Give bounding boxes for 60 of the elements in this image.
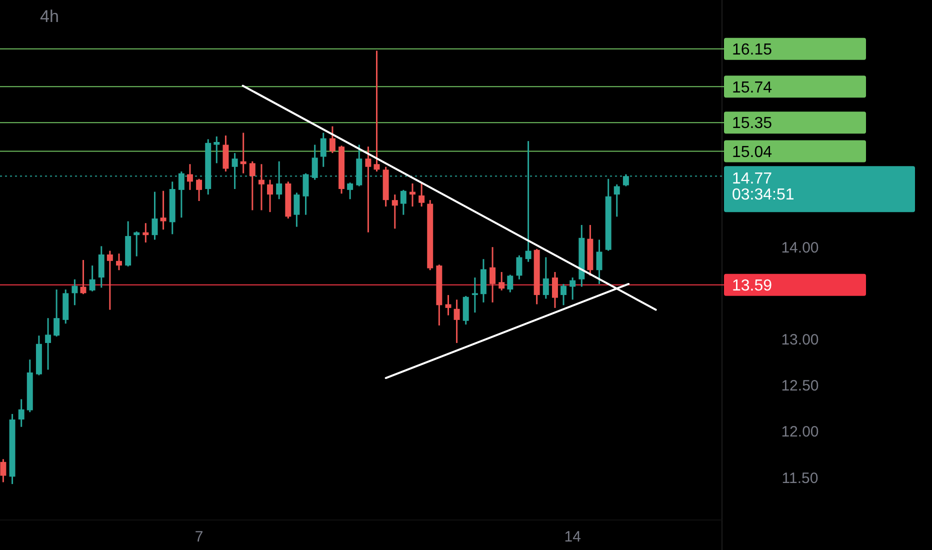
candlestick <box>54 288 60 338</box>
candlestick <box>240 132 246 174</box>
ref-line-label: 15.35 <box>732 115 772 132</box>
candlestick <box>560 283 566 306</box>
x-tick-label: 7 <box>194 528 204 546</box>
candlestick <box>410 182 416 208</box>
candlestick <box>392 194 398 230</box>
candlestick <box>222 134 229 172</box>
y-tick-label: 14.00 <box>781 239 819 256</box>
chart-title: 4h <box>40 6 59 26</box>
candlestick <box>329 126 336 154</box>
y-tick-label: 11.50 <box>782 470 818 487</box>
candlestick <box>516 254 522 280</box>
candlestick <box>507 274 514 294</box>
candlestick <box>249 160 256 211</box>
candlestick <box>0 458 6 483</box>
candlestick <box>454 298 460 344</box>
candlestick <box>258 163 264 211</box>
candlestick <box>365 146 372 234</box>
candlestick <box>196 178 202 202</box>
ref-line-label: 15.04 <box>732 144 772 161</box>
ref-line-label: 15.74 <box>732 79 772 96</box>
candlestick <box>45 317 52 370</box>
candlestick <box>294 192 300 228</box>
candlestick <box>214 136 220 164</box>
candlestick <box>542 256 549 300</box>
candlestick <box>72 278 78 306</box>
candlestick <box>418 182 425 208</box>
candlestick <box>462 295 469 326</box>
candlestick <box>472 276 478 314</box>
y-tick-label: 12.00 <box>781 424 819 441</box>
text: 03:34:51 <box>732 186 794 204</box>
ref-line-label: 13.59 <box>732 277 772 294</box>
candlestick <box>89 264 96 292</box>
candlestick <box>498 271 505 292</box>
candlestick <box>106 250 113 311</box>
candlestick <box>400 189 406 216</box>
ref-line-label: 14.77 <box>732 170 772 188</box>
candlestick <box>142 222 149 244</box>
candlestick <box>160 190 166 230</box>
candlestick <box>80 259 86 295</box>
candlestick <box>570 276 576 300</box>
y-tick-label: 12.50 <box>781 378 819 395</box>
candlestick <box>152 191 158 240</box>
candlestick <box>614 184 620 218</box>
candlestick <box>18 398 24 428</box>
candlestick <box>134 230 140 258</box>
candlestick <box>267 179 274 213</box>
candlestick <box>116 252 122 271</box>
y-tick-label: 13.00 <box>781 332 819 349</box>
x-tick-label: 14 <box>564 528 581 546</box>
candlestick <box>374 50 380 172</box>
candlestick <box>320 132 326 168</box>
ref-line-label: 16.15 <box>732 41 772 58</box>
candlestick <box>596 238 602 285</box>
candlestick <box>490 246 496 304</box>
candlestick <box>347 182 354 200</box>
candlestick <box>98 245 104 288</box>
candlestick <box>186 163 193 191</box>
candlestick <box>552 271 558 309</box>
